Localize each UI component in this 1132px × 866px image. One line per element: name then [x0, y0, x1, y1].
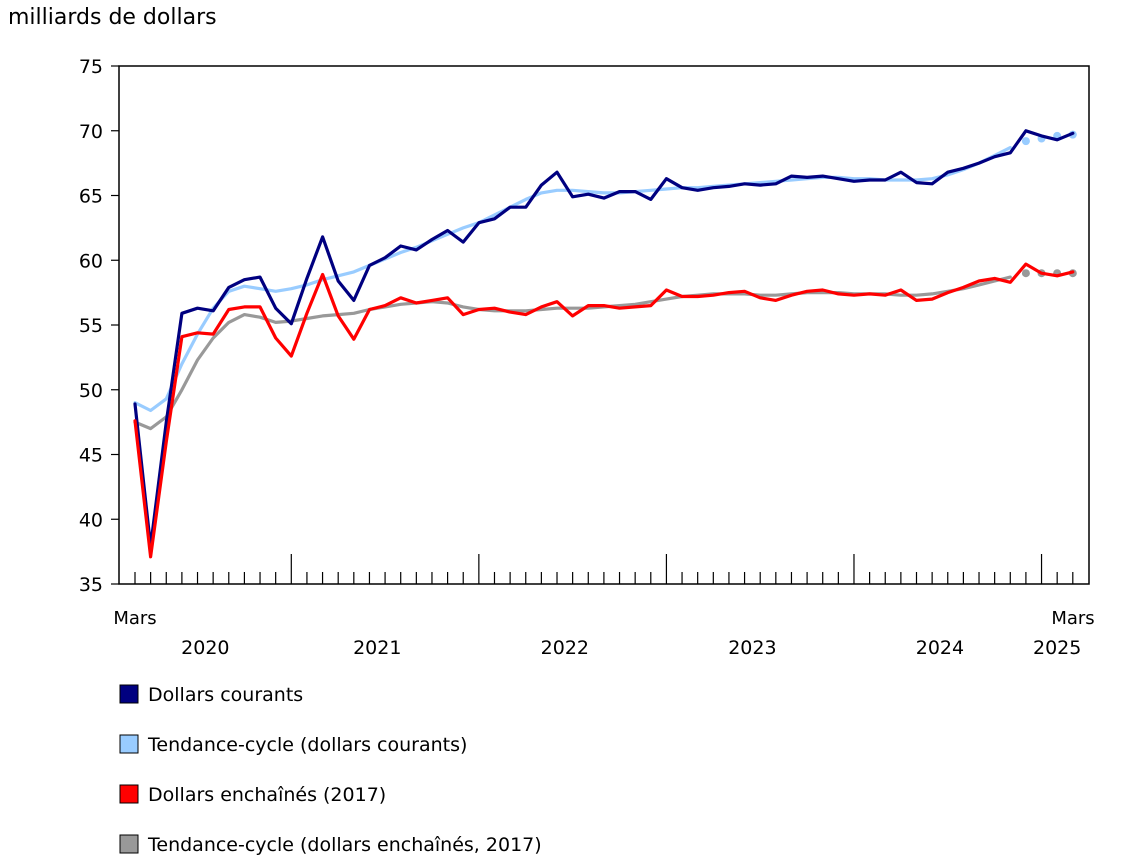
- y-tick-label: 75: [79, 56, 103, 78]
- y-axis-ticks: 35 40 45 50 55 60 65 70 75: [79, 56, 119, 596]
- x-axis-labels: Mars Mars 2020 2021 2022 2023 2024 2025: [113, 608, 1094, 659]
- x-last-month-label: Mars: [1051, 608, 1094, 629]
- x-year-label: 2021: [353, 637, 401, 659]
- x-year-label: 2024: [916, 637, 964, 659]
- series-line: [133, 262, 1075, 559]
- y-tick-label: 35: [79, 574, 103, 596]
- y-tick-label: 45: [79, 445, 103, 467]
- legend: Dollars courants Tendance-cycle (dollars …: [119, 684, 542, 856]
- series-line: [133, 275, 1012, 431]
- x-year-label: 2020: [181, 637, 229, 659]
- x-axis-ticks: [134, 554, 1074, 584]
- y-tick-label: 50: [79, 380, 103, 402]
- x-first-month-label: Mars: [113, 608, 156, 629]
- plot-frame: [118, 65, 1090, 585]
- legend-swatch: [119, 834, 139, 854]
- y-axis-unit-label: milliards de dollars: [8, 5, 217, 30]
- legend-label: Tendance-cycle (dollars courants): [147, 734, 467, 756]
- y-tick-label: 60: [79, 250, 103, 272]
- x-year-label: 2022: [541, 637, 589, 659]
- series-dot: [1021, 137, 1030, 146]
- legend-label: Dollars enchaînés (2017): [148, 784, 386, 806]
- series-dot: [1021, 269, 1030, 278]
- series-line: [133, 129, 1075, 549]
- series-line: [133, 146, 1012, 413]
- x-year-label: 2025: [1033, 637, 1081, 659]
- y-tick-label: 70: [79, 121, 103, 143]
- y-tick-label: 40: [79, 509, 103, 531]
- legend-label: Dollars courants: [148, 684, 303, 706]
- legend-swatch: [119, 784, 139, 804]
- y-tick-label: 65: [79, 186, 103, 208]
- legend-swatch: [119, 734, 139, 754]
- x-year-label: 2023: [728, 637, 776, 659]
- series-layer: [133, 129, 1077, 559]
- legend-label: Tendance-cycle (dollars enchaînés, 2017): [147, 834, 542, 856]
- y-tick-label: 55: [79, 315, 103, 337]
- legend-swatch: [119, 684, 139, 704]
